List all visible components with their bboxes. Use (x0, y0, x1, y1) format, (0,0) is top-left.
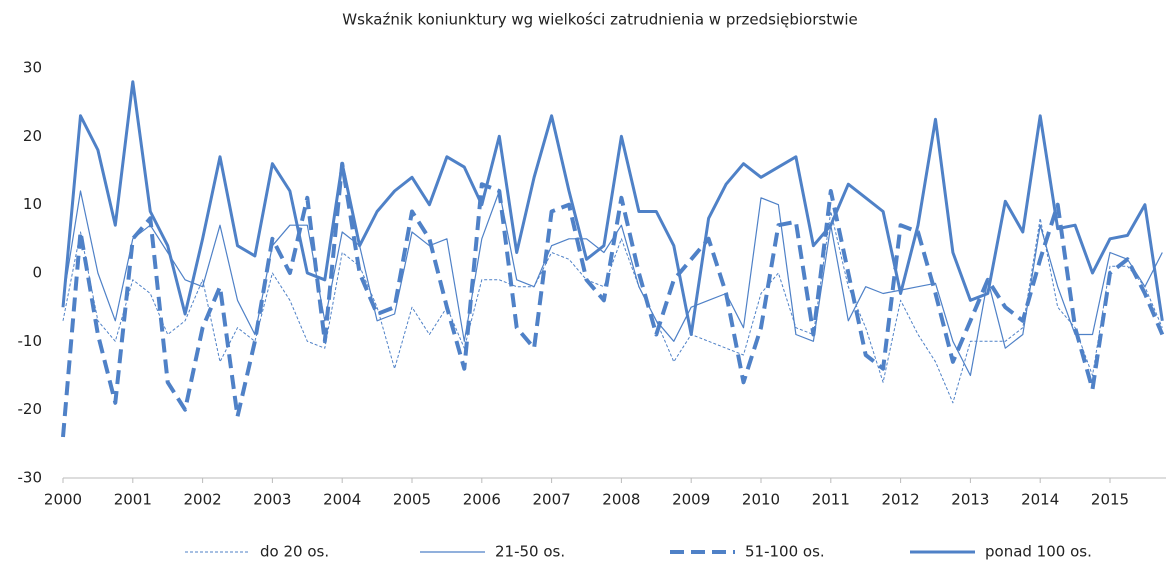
x-tick-label: 2004 (323, 491, 361, 509)
legend-label: do 20 os. (260, 543, 329, 561)
x-tick-label: 2005 (393, 491, 431, 509)
series-line (62, 190, 1163, 377)
x-tick-label: 2009 (672, 491, 710, 509)
x-tick-label: 2001 (114, 491, 152, 509)
x-tick-label: 2003 (253, 491, 291, 509)
x-tick-label: 2011 (812, 491, 850, 509)
y-tick-label: -20 (18, 400, 43, 418)
x-tick-label: 2007 (533, 491, 571, 509)
y-tick-label: 30 (23, 59, 42, 77)
x-tick-label: 2012 (882, 491, 920, 509)
y-tick-label: -10 (18, 332, 43, 350)
series-line (61, 161, 1165, 438)
x-tick-label: 2013 (951, 491, 989, 509)
x-tick-label: 2010 (742, 491, 780, 509)
x-tick-label: 2008 (602, 491, 640, 509)
x-tick-label: 2006 (463, 491, 501, 509)
legend-label: 51-100 os. (745, 543, 825, 561)
x-tick-label: 2015 (1091, 491, 1129, 509)
series-line (61, 80, 1164, 336)
y-tick-label: 0 (32, 264, 42, 282)
chart-title: Wskaźnik koniunktury wg wielkości zatrud… (342, 11, 858, 29)
y-tick-label: 10 (23, 195, 42, 213)
x-tick-label: 2002 (184, 491, 222, 509)
x-tick-label: 2014 (1021, 491, 1059, 509)
legend-label: 21-50 os. (495, 543, 565, 561)
y-tick-label: -30 (18, 469, 43, 487)
legend-label: ponad 100 os. (985, 543, 1092, 561)
x-tick-label: 2000 (44, 491, 82, 509)
y-tick-label: 20 (23, 127, 42, 145)
